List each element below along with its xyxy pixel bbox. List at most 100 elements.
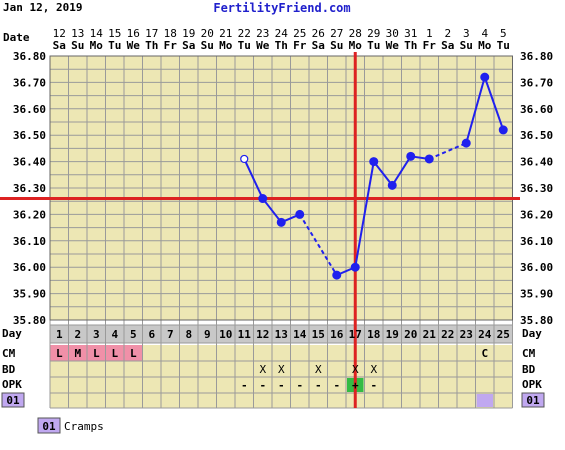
temperature-point <box>276 217 286 227</box>
y-tick-label-right: 36.30 <box>520 182 553 195</box>
cm-value: L <box>130 347 137 360</box>
y-tick-label-right: 36.20 <box>520 208 553 221</box>
bd-row-label-right: BD <box>522 363 536 376</box>
weekday-label: We <box>256 39 270 52</box>
weekday-label: Th <box>275 39 288 52</box>
temperature-point <box>387 180 397 190</box>
weekday-label: Su <box>460 39 473 52</box>
y-tick-label-right: 36.00 <box>520 261 553 274</box>
day-number: 3 <box>93 328 100 341</box>
day-number: 16 <box>330 328 344 341</box>
cm-value: L <box>56 347 63 360</box>
bd-mark: X <box>259 363 266 376</box>
weekday-label: Fr <box>423 39 437 52</box>
date-number: 4 <box>481 27 488 40</box>
temperature-line <box>372 160 394 186</box>
y-tick-label-left: 36.30 <box>13 182 46 195</box>
opk-result: - <box>241 379 248 392</box>
weekday-label: Su <box>201 39 214 52</box>
day-number: 6 <box>148 328 155 341</box>
cm-row-label-right: CM <box>522 347 536 360</box>
y-tick-label-right: 36.60 <box>520 103 553 116</box>
weekday-label: Su <box>330 39 343 52</box>
date-number: 2 <box>444 27 451 40</box>
bd-row-background <box>50 361 513 377</box>
y-tick-label-left: 36.20 <box>13 208 46 221</box>
temperature-point-open <box>240 154 249 164</box>
opk-row-background <box>50 377 513 393</box>
site-name[interactable]: FertilityFriend.com <box>213 1 350 15</box>
cm-value: C <box>481 347 488 360</box>
opk-row-label-right: OPK <box>522 378 542 391</box>
date-number: 25 <box>293 27 306 40</box>
date-number: 16 <box>127 27 140 40</box>
date-number: 14 <box>90 27 104 40</box>
legend-code: 01 <box>42 420 56 433</box>
day-row-background <box>50 325 513 343</box>
weekday-label: Tu <box>497 39 510 52</box>
opk-result: - <box>259 379 266 392</box>
weekday-label: We <box>127 39 141 52</box>
day-number: 22 <box>441 328 454 341</box>
temperature-point <box>258 194 268 204</box>
day-number: 25 <box>497 328 510 341</box>
day-number: 17 <box>349 328 362 341</box>
date-number: 5 <box>500 27 507 40</box>
bd-row-label-left: BD <box>2 363 16 376</box>
opk-result: + <box>352 379 359 392</box>
y-tick-label-right: 36.10 <box>520 235 553 248</box>
day-number: 11 <box>238 328 252 341</box>
temperature-point <box>369 157 379 167</box>
day-number: 12 <box>256 328 269 341</box>
date-number: 17 <box>145 27 158 40</box>
weekday-label: Tu <box>108 39 121 52</box>
date-number: 28 <box>349 27 362 40</box>
cm-value: L <box>111 347 118 360</box>
date-number: 3 <box>463 27 470 40</box>
day-number: 21 <box>423 328 437 341</box>
y-tick-label-left: 36.10 <box>13 235 46 248</box>
y-tick-label-left: 36.60 <box>13 103 46 116</box>
y-tick-label-right: 36.70 <box>520 76 553 89</box>
day-row-label-right: Day <box>522 327 542 340</box>
menstruation-cell <box>50 345 69 361</box>
weekday-label: Fr <box>293 39 307 52</box>
day-number: 4 <box>111 328 118 341</box>
day-number: 7 <box>167 328 174 341</box>
bd-mark: X <box>352 363 359 376</box>
day-number: 8 <box>185 328 192 341</box>
weekday-label: Sa <box>182 39 195 52</box>
date-row-label: Date <box>3 31 30 44</box>
temperature-gap-line <box>298 213 338 276</box>
menstruation-cell <box>124 345 143 361</box>
date-number: 20 <box>201 27 214 40</box>
cm-row-background <box>50 345 513 361</box>
weekday-label: Mo <box>219 39 233 52</box>
opk-result: - <box>315 379 322 392</box>
day-number: 5 <box>130 328 137 341</box>
y-tick-label-left: 36.70 <box>13 76 46 89</box>
cu-row-background <box>50 393 513 408</box>
weekday-label: Mo <box>478 39 492 52</box>
temperature-point <box>295 209 305 219</box>
temperature-point <box>461 138 471 148</box>
plot-border <box>49 55 513 321</box>
y-tick-label-left: 36.50 <box>13 129 46 142</box>
date-number: 13 <box>71 27 84 40</box>
date-number: 24 <box>275 27 289 40</box>
temperature-line <box>261 197 283 223</box>
menstruation-cell <box>68 345 87 361</box>
bd-mark: X <box>370 363 377 376</box>
y-tick-label-left: 36.40 <box>13 156 46 169</box>
custom-marker-cell <box>476 394 493 407</box>
temperature-point <box>332 270 342 280</box>
y-tick-label-right: 36.80 <box>520 50 553 63</box>
legend-label: Cramps <box>64 420 104 433</box>
y-tick-label-right: 36.40 <box>520 156 553 169</box>
legend-code-box <box>37 417 61 434</box>
weekday-label: Sa <box>53 39 66 52</box>
temperature-line <box>354 161 375 268</box>
weekday-label: We <box>386 39 400 52</box>
temperature-line <box>243 158 264 199</box>
